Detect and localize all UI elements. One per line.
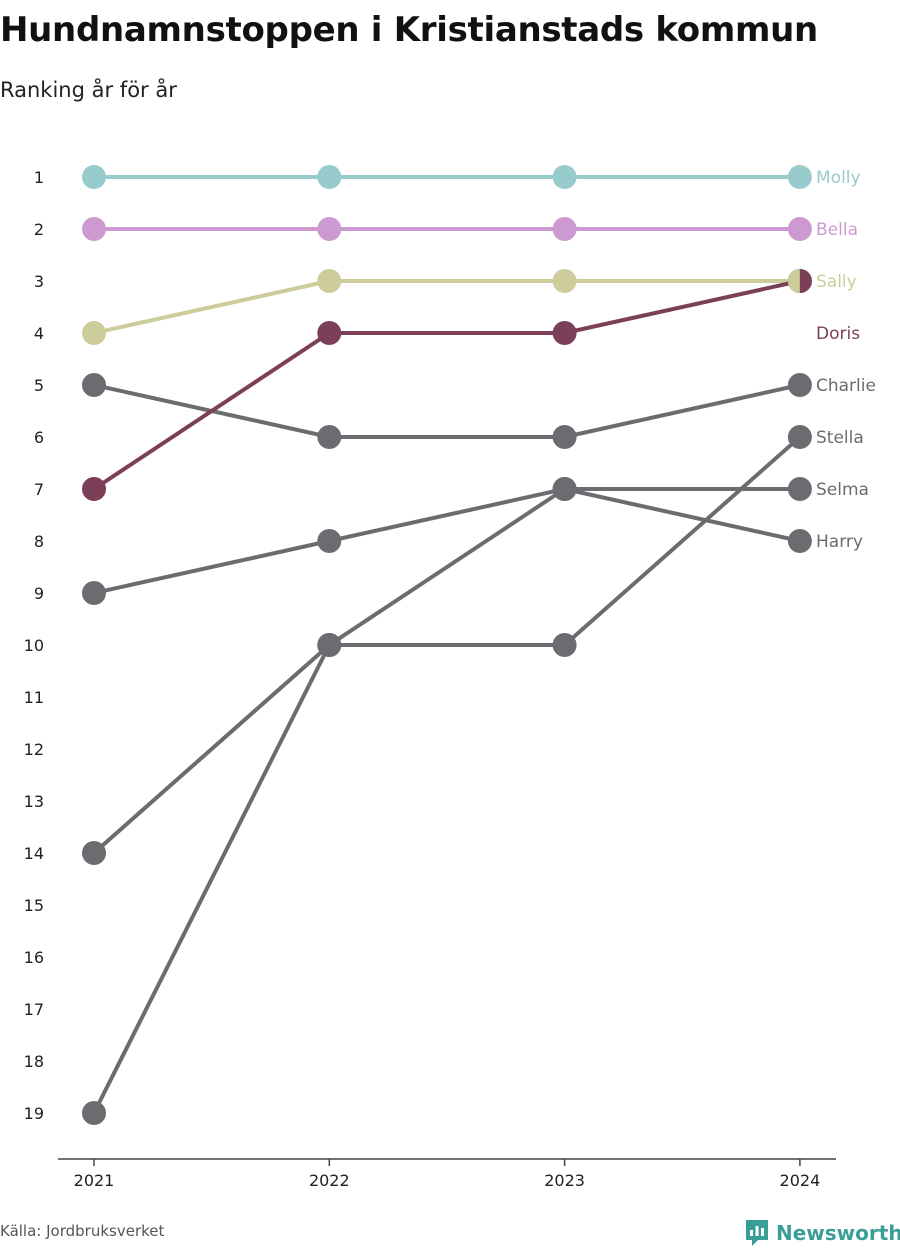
series-line-sally: [92, 279, 802, 335]
y-tick-label: 12: [24, 740, 44, 759]
newsworthy-logo-text: Newsworthy: [776, 1221, 900, 1245]
chart-subtitle: Ranking år för år: [0, 78, 177, 102]
series-line-doris: [92, 279, 802, 491]
y-tick-label: 3: [34, 272, 44, 291]
series-label-bella: Bella: [816, 220, 858, 240]
point-harry: [552, 477, 577, 501]
point-doris-half: [799, 269, 812, 293]
point-molly: [552, 165, 577, 189]
y-tick-label: 19: [24, 1104, 44, 1123]
point-molly: [787, 165, 812, 189]
point-stella: [552, 633, 577, 657]
point-sally: [317, 269, 342, 293]
point-molly: [317, 165, 342, 189]
series-line-harry: [92, 487, 802, 595]
y-tick-label: 11: [24, 688, 44, 707]
series-label-sally: Sally: [816, 272, 857, 292]
point-stella: [82, 1101, 106, 1125]
series-label-harry: Harry: [816, 532, 863, 552]
y-tick-label: 7: [34, 480, 44, 499]
point-charlie: [317, 425, 342, 449]
series-line-charlie: [92, 383, 802, 439]
point-selma: [82, 841, 106, 865]
point-harry: [82, 581, 106, 605]
newsworthy-logo: Newsworthy: [744, 1218, 900, 1248]
series-line-stella: [92, 435, 802, 1115]
x-tick-label: 2022: [309, 1171, 350, 1190]
point-bella: [82, 217, 106, 241]
y-tick-label: 9: [34, 584, 44, 603]
y-tick-label: 4: [34, 324, 44, 343]
y-tick-label: 1: [34, 168, 44, 187]
point-selma: [317, 633, 342, 657]
point-doris: [317, 321, 342, 345]
x-tick-label: 2023: [544, 1171, 585, 1190]
point-bella: [787, 217, 812, 241]
point-bella: [552, 217, 577, 241]
y-tick-label: 13: [24, 792, 44, 811]
x-tick-label: 2021: [74, 1171, 115, 1190]
point-charlie: [787, 373, 812, 397]
series-label-stella: Stella: [816, 428, 864, 448]
point-doris: [552, 321, 577, 345]
y-tick-label: 15: [24, 896, 44, 915]
point-doris: [82, 477, 106, 501]
series-label-charlie: Charlie: [816, 376, 876, 396]
point-charlie: [82, 373, 106, 397]
point-sally: [552, 269, 577, 293]
chart-title: Hundnamnstoppen i Kristianstads kommun: [0, 10, 818, 50]
series-label-molly: Molly: [816, 168, 861, 188]
y-tick-label: 8: [34, 532, 44, 551]
point-sally-half: [787, 269, 800, 293]
y-tick-label: 14: [24, 844, 44, 863]
series-line-selma: [92, 487, 802, 855]
source-note: Källa: Jordbruksverket: [0, 1222, 165, 1240]
point-stella: [787, 425, 812, 449]
y-tick-label: 2: [34, 220, 44, 239]
point-sally: [82, 321, 106, 345]
series-label-doris: Doris: [816, 324, 860, 344]
series-label-selma: Selma: [816, 480, 869, 500]
newsworthy-logo-icon: [746, 1220, 768, 1246]
y-tick-label: 17: [24, 1000, 44, 1019]
y-tick-label: 10: [24, 636, 44, 655]
y-tick-label: 16: [24, 948, 44, 967]
point-charlie: [552, 425, 577, 449]
point-molly: [82, 165, 106, 189]
point-selma: [787, 477, 812, 501]
point-bella: [317, 217, 342, 241]
point-harry: [317, 529, 342, 553]
x-tick-label: 2024: [780, 1171, 821, 1190]
y-tick-label: 5: [34, 376, 44, 395]
y-tick-label: 6: [34, 428, 44, 447]
point-harry: [787, 529, 812, 553]
y-tick-label: 18: [24, 1052, 44, 1071]
